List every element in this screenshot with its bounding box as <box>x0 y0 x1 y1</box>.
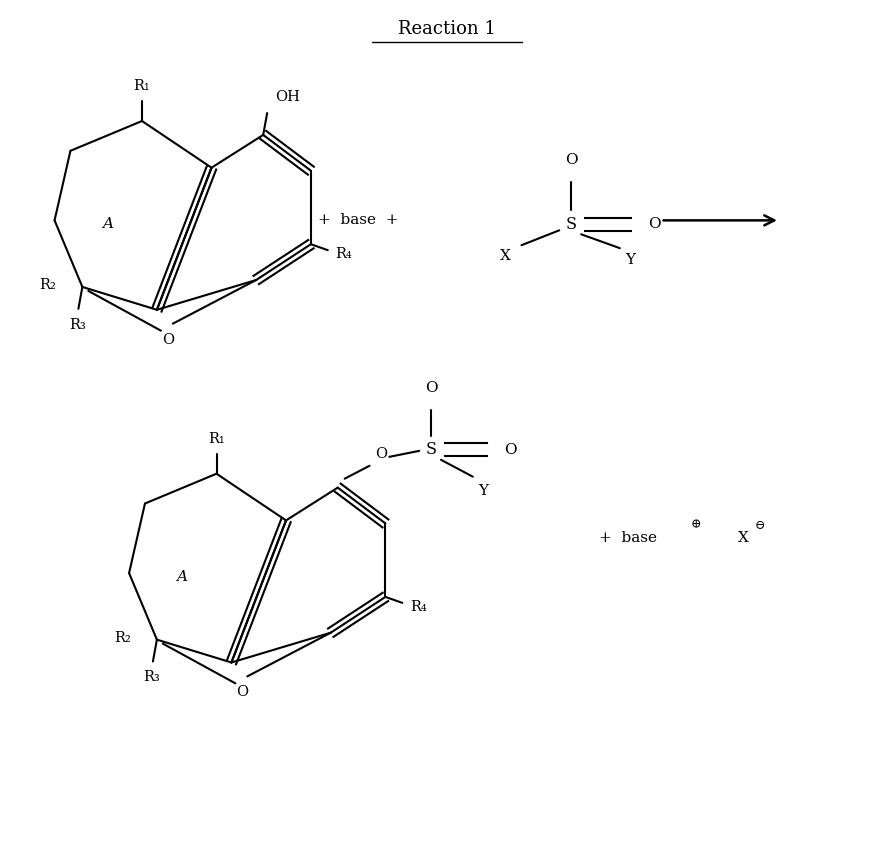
Text: +  base  +: + base + <box>318 214 399 227</box>
Text: S: S <box>426 442 436 458</box>
Text: O: O <box>375 447 387 461</box>
Text: A: A <box>102 217 113 232</box>
Text: R₁: R₁ <box>133 79 150 93</box>
Text: R₃: R₃ <box>69 318 86 331</box>
Text: Y: Y <box>477 484 487 498</box>
Text: R₁: R₁ <box>208 432 224 446</box>
Text: ⊖: ⊖ <box>754 519 764 532</box>
Text: R₄: R₄ <box>409 600 426 614</box>
Text: O: O <box>162 332 173 347</box>
Text: Reaction 1: Reaction 1 <box>398 20 495 38</box>
Text: R₂: R₂ <box>114 630 131 645</box>
Text: O: O <box>425 381 437 395</box>
Text: S: S <box>565 216 576 232</box>
Text: X: X <box>737 531 747 545</box>
Text: +  base: + base <box>598 531 656 545</box>
Text: ⊕: ⊕ <box>690 519 701 532</box>
Text: R₄: R₄ <box>335 247 351 261</box>
Text: OH: OH <box>275 90 300 104</box>
Text: A: A <box>176 570 187 584</box>
Text: R₂: R₂ <box>39 278 56 292</box>
Text: Y: Y <box>624 253 634 267</box>
Text: R₃: R₃ <box>143 671 160 684</box>
Text: O: O <box>564 152 577 167</box>
Text: X: X <box>500 249 510 263</box>
Text: O: O <box>503 443 517 457</box>
Text: O: O <box>647 217 661 232</box>
Text: O: O <box>236 685 249 699</box>
